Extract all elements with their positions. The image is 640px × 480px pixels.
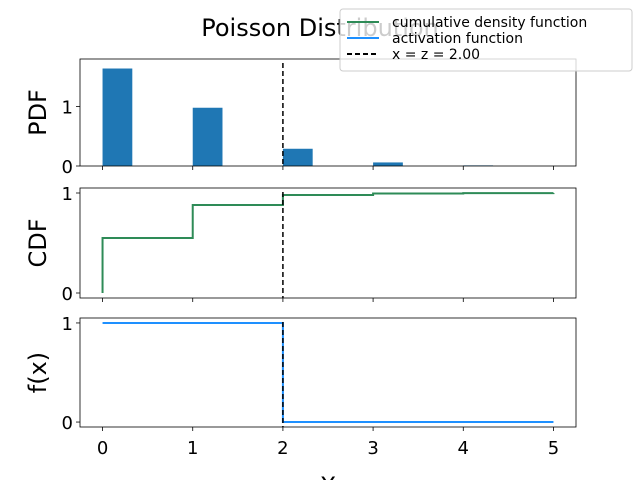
pdf-bar-3 — [373, 162, 403, 166]
pdf-bar-2 — [282, 148, 313, 166]
activation-axes-frame — [79, 317, 577, 428]
panel-activation: 0 1 0 1 2 3 4 5 f(x) — [24, 314, 577, 459]
cdf-axes-frame — [79, 187, 577, 299]
pdf-ytick-label-1: 1 — [62, 98, 73, 119]
xtick-label-4: 4 — [458, 438, 469, 459]
panels-group: 0 1 PDF 0 1 CDF 0 1 0 1 2 3 4 5 f(x) — [24, 58, 577, 459]
cdf-step-line — [101, 192, 555, 293]
xtick-label-1: 1 — [187, 438, 198, 459]
legend-label-1: activation function — [392, 31, 523, 47]
xtick-label-3: 3 — [367, 438, 378, 459]
activation-step-line — [102, 321, 554, 424]
activation-ytick-label-1: 1 — [62, 314, 73, 335]
pdf-ylabel: PDF — [24, 89, 52, 136]
cdf-ylabel: CDF — [24, 218, 52, 267]
xtick-label-0: 0 — [97, 438, 108, 459]
x-axis-label: X — [320, 472, 336, 480]
panel-cdf: 0 1 CDF — [24, 184, 577, 305]
pdf-ytick-label-0: 0 — [62, 157, 73, 178]
pdf-bar-1 — [192, 107, 223, 166]
activation-ytick-label-0: 0 — [62, 413, 73, 434]
activation-ylabel: f(x) — [24, 352, 52, 393]
panel-pdf: 0 1 PDF — [24, 58, 577, 178]
xtick-label-5: 5 — [548, 438, 559, 459]
cdf-ytick-label-1: 1 — [62, 184, 73, 205]
cdf-ytick-label-0: 0 — [62, 284, 73, 305]
pdf-axes-frame — [79, 58, 577, 167]
legend-box — [339, 8, 633, 72]
xtick-label-2: 2 — [277, 438, 288, 459]
legend-label-0: cumulative density function — [392, 15, 587, 31]
legend-label-2: x = z = 2.00 — [392, 47, 480, 63]
pdf-bar-0 — [102, 68, 133, 166]
